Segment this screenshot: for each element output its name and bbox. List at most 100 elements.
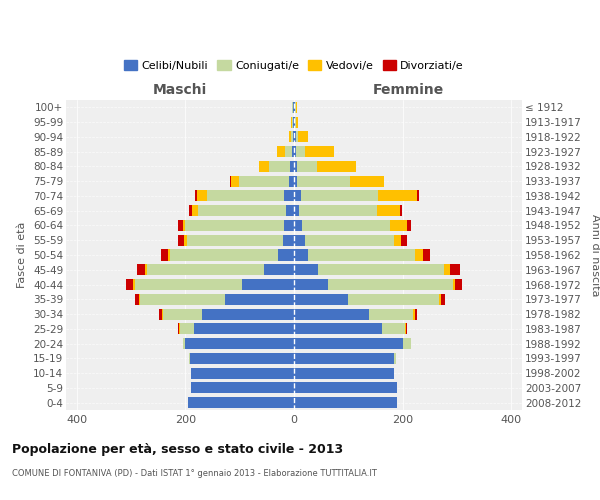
Bar	[294, 279, 328, 290]
Bar	[294, 234, 305, 246]
Bar	[269, 161, 290, 172]
Bar	[278, 250, 294, 260]
Bar	[294, 190, 301, 202]
Bar	[450, 264, 460, 276]
Bar	[137, 264, 145, 276]
Text: Popolazione per età, sesso e stato civile - 2013: Popolazione per età, sesso e stato civil…	[12, 442, 343, 456]
Bar	[294, 132, 296, 142]
Bar	[317, 161, 356, 172]
Bar	[284, 190, 294, 202]
Bar	[293, 102, 294, 113]
Bar	[187, 234, 283, 246]
Bar	[139, 294, 140, 305]
Bar	[197, 190, 207, 202]
Bar	[190, 353, 294, 364]
Bar	[133, 279, 135, 290]
Bar	[295, 116, 296, 128]
Bar	[178, 220, 183, 231]
Bar	[401, 234, 407, 246]
Bar	[294, 397, 397, 408]
Bar	[163, 308, 202, 320]
Bar	[140, 294, 224, 305]
Bar	[294, 294, 348, 305]
Bar	[293, 132, 294, 142]
Bar	[242, 279, 294, 290]
Bar	[294, 146, 296, 157]
Bar	[297, 161, 317, 172]
Bar	[135, 294, 139, 305]
Bar	[389, 220, 407, 231]
Bar	[239, 176, 289, 186]
Bar	[170, 250, 278, 260]
Bar	[284, 220, 294, 231]
Bar	[407, 220, 411, 231]
Text: Maschi: Maschi	[153, 83, 207, 97]
Bar	[183, 338, 185, 349]
Bar	[405, 324, 406, 334]
Bar	[188, 397, 294, 408]
Legend: Celibi/Nubili, Coniugati/e, Vedovi/e, Divorziati/e: Celibi/Nubili, Coniugati/e, Vedovi/e, Di…	[119, 56, 469, 76]
Bar	[191, 368, 294, 378]
Bar	[188, 353, 190, 364]
Bar	[400, 205, 402, 216]
Bar	[283, 234, 294, 246]
Bar	[292, 116, 293, 128]
Bar	[415, 308, 416, 320]
Bar	[194, 324, 294, 334]
Bar	[264, 264, 294, 276]
Text: COMUNE DI FONTANIVA (PD) - Dati ISTAT 1° gennaio 2013 - Elaborazione TUTTITALIA.: COMUNE DI FONTANIVA (PD) - Dati ISTAT 1°…	[12, 469, 377, 478]
Y-axis label: Anni di nascita: Anni di nascita	[590, 214, 600, 296]
Bar	[183, 220, 185, 231]
Bar	[328, 279, 452, 290]
Bar	[369, 308, 413, 320]
Bar	[191, 382, 294, 394]
Bar	[202, 308, 294, 320]
Bar	[299, 205, 377, 216]
Bar	[305, 234, 394, 246]
Bar	[231, 176, 239, 186]
Bar	[296, 102, 297, 113]
Bar	[289, 176, 294, 186]
Bar	[423, 250, 430, 260]
Bar	[180, 324, 194, 334]
Bar	[294, 116, 295, 128]
Bar	[297, 176, 350, 186]
Bar	[294, 102, 295, 113]
Bar	[207, 190, 284, 202]
Text: Femmine: Femmine	[373, 83, 443, 97]
Bar	[455, 279, 462, 290]
Bar	[293, 116, 294, 128]
Bar	[298, 132, 308, 142]
Bar	[294, 308, 369, 320]
Bar	[294, 324, 382, 334]
Bar	[415, 250, 423, 260]
Bar	[161, 250, 167, 260]
Bar	[286, 205, 294, 216]
Bar	[294, 250, 308, 260]
Bar	[394, 353, 395, 364]
Bar	[294, 264, 319, 276]
Bar	[319, 264, 445, 276]
Bar	[377, 190, 416, 202]
Bar	[301, 190, 377, 202]
Bar	[178, 234, 184, 246]
Bar	[195, 190, 197, 202]
Bar	[285, 146, 292, 157]
Bar	[290, 161, 294, 172]
Bar	[184, 234, 187, 246]
Bar	[294, 176, 297, 186]
Bar	[188, 205, 193, 216]
Bar	[294, 338, 403, 349]
Bar	[413, 308, 415, 320]
Y-axis label: Fasce di età: Fasce di età	[17, 222, 28, 288]
Bar	[382, 324, 405, 334]
Bar	[294, 205, 299, 216]
Bar	[179, 324, 180, 334]
Bar	[160, 308, 161, 320]
Bar	[403, 338, 411, 349]
Bar	[126, 279, 133, 290]
Bar	[294, 220, 302, 231]
Bar	[296, 116, 298, 128]
Bar	[296, 132, 298, 142]
Bar	[148, 264, 264, 276]
